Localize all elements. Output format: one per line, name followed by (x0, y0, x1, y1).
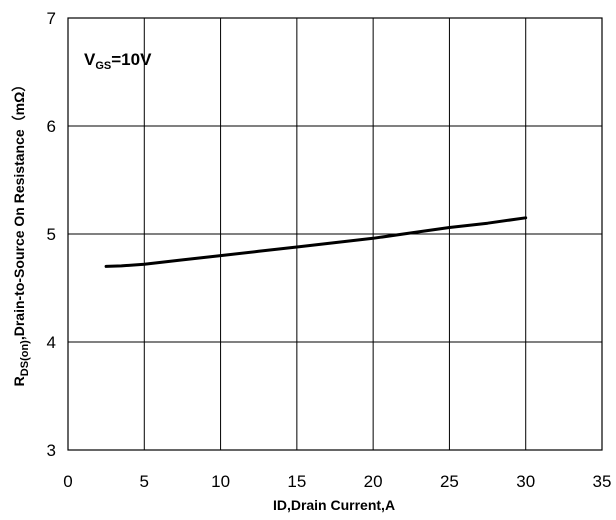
y-axis-title: RDS(on),Drain-to-Source On Resistance（mΩ… (11, 78, 31, 387)
x-tick-label: 5 (140, 472, 149, 491)
y-tick-label: 5 (47, 225, 56, 244)
y-tick-labels: 3 4 5 6 7 (47, 9, 56, 460)
annotation-vgs: VGS=10V (84, 50, 152, 72)
x-tick-label: 15 (287, 472, 306, 491)
grid-lines (68, 18, 602, 450)
x-tick-label: 0 (63, 472, 72, 491)
x-tick-label: 25 (440, 472, 459, 491)
x-tick-label: 35 (593, 472, 612, 491)
y-tick-label: 7 (47, 9, 56, 28)
plot-frame (67, 17, 603, 451)
x-tick-label: 10 (211, 472, 230, 491)
x-tick-labels: 0 5 10 15 20 25 30 35 (63, 472, 611, 491)
x-tick-label: 20 (364, 472, 383, 491)
series-line-0 (104, 216, 528, 268)
x-tick-label: 30 (516, 472, 535, 491)
series-layer (104, 216, 528, 268)
y-tick-label: 3 (47, 441, 56, 460)
x-axis-title: ID,Drain Current,A (273, 497, 395, 513)
y-tick-label: 6 (47, 117, 56, 136)
y-tick-label: 4 (47, 333, 56, 352)
